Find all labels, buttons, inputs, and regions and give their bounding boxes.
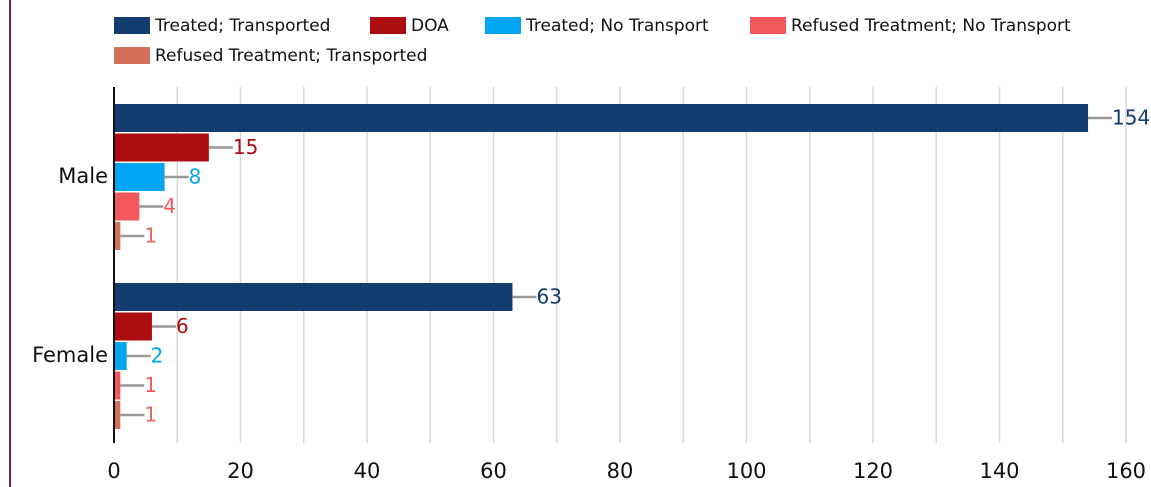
data-label: 1 [144,403,157,427]
y-tick-label: Male [58,164,108,188]
bar [114,342,127,370]
legend-swatch [114,47,150,64]
legend-swatch [370,17,406,34]
legend-swatch [750,17,786,34]
data-label: 15 [233,135,258,159]
bar [114,401,121,429]
legend-swatch [485,17,521,34]
bar [114,192,140,221]
legend-label: Treated; Transported [154,16,330,36]
legend-label: Treated; No Transport [525,16,709,36]
legend-label: Refused Treatment; Transported [155,46,427,66]
data-label: 63 [536,285,561,309]
bar [114,133,209,162]
x-tick-label: 40 [354,459,381,483]
data-label: 1 [144,373,157,397]
y-tick-label: Female [32,343,108,367]
x-tick-label: 0 [107,459,120,483]
x-tick-label: 160 [1106,459,1146,483]
legend-label: DOA [411,16,449,36]
bar [114,312,152,341]
data-label: 154 [1112,106,1150,130]
data-label: 6 [176,314,189,338]
legend-label: Refused Treatment; No Transport [791,16,1071,36]
x-tick-label: 140 [979,459,1019,483]
bar [114,222,121,250]
legend-swatch [114,17,150,34]
data-label: 1 [144,224,157,248]
x-tick-label: 60 [480,459,507,483]
bar [114,104,1089,132]
bar [114,371,121,400]
data-label: 2 [151,344,164,368]
x-tick-label: 100 [726,459,766,483]
bar [114,163,165,191]
x-tick-label: 20 [227,459,254,483]
x-tick-label: 120 [853,459,893,483]
x-tick-label: 80 [607,459,634,483]
data-label: 4 [163,194,176,218]
bar [114,283,513,311]
data-label: 8 [189,165,202,189]
